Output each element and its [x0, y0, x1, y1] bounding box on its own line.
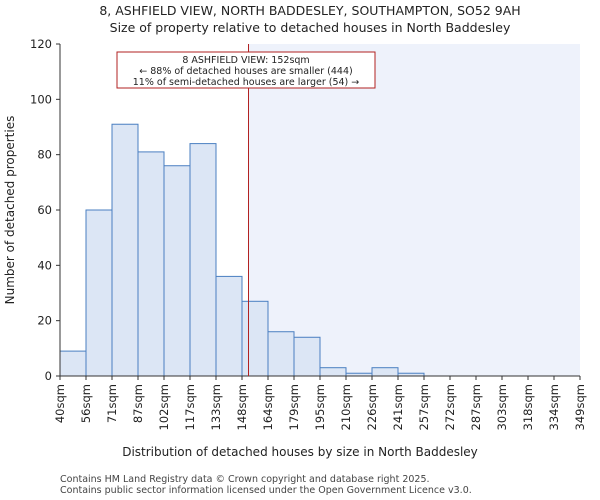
- footer-line-1: Contains HM Land Registry data © Crown c…: [60, 474, 430, 485]
- x-tick-label-133sqm: 133sqm: [209, 384, 223, 430]
- bar-133sqm: [215, 275, 243, 377]
- y-tick-label-80: 80: [37, 148, 52, 162]
- bar-71sqm: [111, 123, 139, 377]
- x-tick-label-117sqm: 117sqm: [183, 384, 197, 430]
- x-tick-label-164sqm: 164sqm: [261, 384, 275, 430]
- x-tick-label-87sqm: 87sqm: [131, 384, 145, 423]
- y-tick-label-40: 40: [37, 258, 52, 272]
- annotation-line-2: ← 88% of detached houses are smaller (44…: [139, 66, 352, 77]
- y-tick-label-0: 0: [45, 369, 52, 383]
- x-tick-label-179sqm: 179sqm: [287, 384, 301, 430]
- annotation-box: 8 ASHFIELD VIEW: 152sqm ← 88% of detache…: [116, 51, 376, 89]
- y-tick-label-20: 20: [37, 314, 52, 328]
- bar-40sqm: [59, 350, 87, 377]
- x-tick-label-71sqm: 71sqm: [105, 384, 119, 423]
- y-tick-label-120: 120: [30, 37, 52, 51]
- x-tick-label-210sqm: 210sqm: [339, 384, 353, 430]
- x-axis-label: Distribution of detached houses by size …: [122, 445, 478, 459]
- x-tick-label-56sqm: 56sqm: [79, 384, 93, 423]
- x-tick-label-226sqm: 226sqm: [365, 384, 379, 430]
- bar-164sqm: [267, 331, 295, 377]
- y-tick-label-100: 100: [30, 92, 52, 106]
- x-tick-label-257sqm: 257sqm: [417, 384, 431, 430]
- chart-title: 8, ASHFIELD VIEW, NORTH BADDESLEY, SOUTH…: [99, 3, 520, 18]
- x-tick-label-287sqm: 287sqm: [469, 384, 483, 430]
- bar-56sqm: [85, 209, 113, 377]
- x-tick-label-349sqm: 349sqm: [573, 384, 587, 430]
- bar-195sqm: [319, 367, 347, 377]
- x-tick-label-102sqm: 102sqm: [157, 384, 171, 430]
- bar-87sqm: [137, 151, 165, 377]
- chart-subtitle: Size of property relative to detached ho…: [110, 20, 511, 35]
- bar-117sqm: [189, 143, 217, 377]
- bar-102sqm: [163, 165, 191, 377]
- x-tick-label-148sqm: 148sqm: [235, 384, 249, 430]
- bar-179sqm: [293, 336, 321, 377]
- bar-148sqm: [241, 300, 269, 377]
- annotation-line-3: 11% of semi-detached houses are larger (…: [133, 77, 360, 88]
- x-tick-label-241sqm: 241sqm: [391, 384, 405, 430]
- x-tick-label-334sqm: 334sqm: [547, 384, 561, 430]
- x-tick-label-40sqm: 40sqm: [53, 384, 67, 423]
- annotation-line-1: 8 ASHFIELD VIEW: 152sqm: [182, 55, 309, 66]
- x-tick-label-318sqm: 318sqm: [521, 384, 535, 430]
- y-axis-label: Number of detached properties: [3, 116, 17, 305]
- x-tick-label-303sqm: 303sqm: [495, 384, 509, 430]
- x-tick-label-195sqm: 195sqm: [313, 384, 327, 430]
- annotation-frame: [116, 51, 376, 89]
- bar-226sqm: [371, 367, 399, 377]
- x-tick-label-272sqm: 272sqm: [443, 384, 457, 430]
- larger-region-shade: [248, 44, 580, 376]
- footer-line-2: Contains public sector information licen…: [60, 485, 472, 496]
- y-tick-label-60: 60: [37, 203, 52, 217]
